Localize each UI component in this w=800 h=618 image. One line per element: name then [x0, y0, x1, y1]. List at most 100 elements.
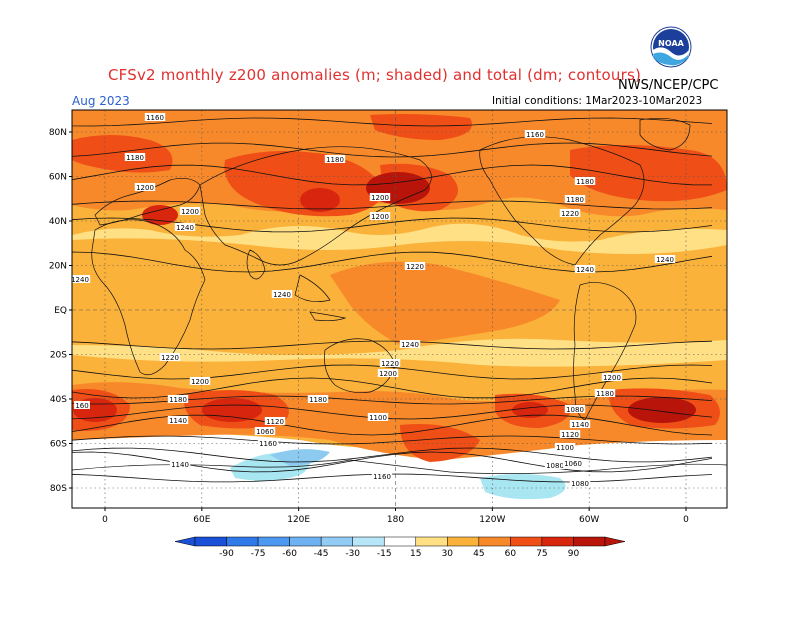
core-n2-shading: [300, 188, 340, 212]
colorbar-segment: [194, 536, 227, 547]
core-s2-shading: [202, 398, 262, 422]
contour-label: 1180: [576, 178, 594, 186]
contour-label-bg: [189, 377, 211, 385]
contour-label: 1180: [566, 196, 584, 204]
neg-b-shading: [480, 474, 566, 500]
contour-label-bg: [559, 430, 581, 438]
contour-line: [72, 164, 713, 186]
contour-labels: 1160 1180 1180 1160 1180 1200 1200 1180 1200 1200…: [69, 113, 676, 488]
contour-label: 1200: [191, 378, 209, 386]
core-s4-shading: [512, 402, 548, 418]
lon-label: 120W: [479, 515, 505, 525]
contour-label: 1100: [556, 444, 574, 452]
contour-label-bg: [377, 369, 399, 377]
contour-label: 1180: [326, 156, 344, 164]
contour-line: [72, 142, 713, 158]
contour-label-bg: [367, 413, 389, 421]
contour-label-bg: [271, 290, 293, 298]
contour-line: [72, 377, 713, 399]
latitude-labels: 80N 60N 40N 20N EQ 20S 40S 60S 80S: [49, 128, 72, 494]
lon-label: 0: [683, 515, 689, 525]
contour-label-bg: [124, 153, 146, 161]
contour-label-bg: [601, 373, 623, 381]
coastline-0: [91, 219, 206, 376]
coastline-8: [573, 282, 637, 421]
contour-label-bg: [594, 389, 616, 397]
colorbar-tick-label: -15: [377, 549, 392, 559]
colorbar-segment: [352, 536, 385, 547]
contour-label-bg: [524, 130, 546, 138]
contour-label-bg: [371, 472, 393, 480]
colorbar-tick-label: 15: [410, 549, 421, 559]
contour-label-bg: [159, 353, 181, 361]
map-shading: [72, 110, 727, 508]
contour-line: [72, 447, 713, 463]
contour-label-bg: [379, 359, 401, 367]
noaa-logo: NOAA: [650, 26, 692, 68]
core-s3-shading: [628, 397, 696, 423]
lat-label: 60S: [50, 440, 67, 450]
contour-label-bg: [564, 405, 586, 413]
contour-label: 1160: [526, 131, 544, 139]
lon-label: 60W: [579, 515, 599, 525]
colorbar: -90 -75 -60 -45 -30 -15 15 30 45 60 75 90: [174, 536, 626, 559]
contour-label: 1080: [571, 480, 589, 488]
lat-label: 40S: [50, 395, 67, 405]
lat-label: 80N: [49, 128, 67, 138]
contour-label-bg: [562, 459, 584, 467]
contour-label: 1200: [379, 370, 397, 378]
contour-label-bg: [574, 177, 596, 185]
contour-label: 1240: [176, 224, 194, 232]
contour-label-bg: [574, 265, 596, 273]
contour-label-bg: [404, 262, 426, 270]
coastline-6: [479, 136, 645, 266]
contour-label: 1240: [401, 341, 419, 349]
contour-label: 1240: [656, 256, 674, 264]
contour-label-bg: [134, 183, 156, 191]
agency-label: NWS/NCEP/CPC: [618, 78, 719, 93]
colorbar-tick-label: -45: [314, 549, 329, 559]
contour-label: 1160: [259, 440, 277, 448]
contour-label: 1220: [406, 263, 424, 271]
contour-label: 1120: [561, 431, 579, 439]
colorbar-segment: [415, 536, 448, 547]
contour-label-bg: [399, 340, 421, 348]
colorbar-tick-label: 60: [505, 549, 517, 559]
colorbar-tick-label: 75: [536, 549, 547, 559]
contour-label-bg: [167, 395, 189, 403]
contour-label: 1100: [369, 414, 387, 422]
contour-label-bg: [174, 223, 196, 231]
coastline-7: [639, 118, 691, 151]
coastline-3: [246, 249, 266, 280]
colorbar-segment: [573, 536, 606, 547]
lat-label: 80S: [50, 484, 67, 494]
colorbar-tick-label: 90: [568, 549, 580, 559]
contour-label: 1220: [561, 210, 579, 218]
contour-label: 1060: [564, 460, 582, 468]
lon-label: 120E: [287, 515, 310, 525]
contour-label-bg: [569, 479, 591, 487]
lat-label: 20S: [50, 351, 67, 361]
contour-label-bg: [654, 255, 676, 263]
north-60d-shading: [72, 135, 173, 173]
contour-label: 1160: [146, 114, 164, 122]
lat-label: 40N: [49, 217, 67, 227]
colorbar-segment: [289, 536, 322, 547]
colorbar-tick-label: -60: [282, 549, 297, 559]
lat-label: 60N: [49, 173, 67, 183]
colorbar-tick-label: -75: [251, 549, 266, 559]
contour-label: 1180: [596, 390, 614, 398]
colorbar-tick-label: 45: [473, 549, 484, 559]
lon-label: 180: [387, 515, 404, 525]
contour-label-bg: [254, 427, 276, 435]
contour-label-bg: [369, 193, 391, 201]
colorbar-segment: [257, 536, 290, 547]
colorbar-segment: [320, 536, 353, 547]
colorbar-tick-label: -90: [219, 549, 234, 559]
contour-label: 1060: [256, 428, 274, 436]
lon-label: 60E: [193, 515, 210, 525]
contour-label: 1220: [161, 354, 179, 362]
contour-label-bg: [69, 275, 91, 283]
contour-label: 1240: [576, 266, 594, 274]
contour-label: 1140: [171, 461, 189, 469]
